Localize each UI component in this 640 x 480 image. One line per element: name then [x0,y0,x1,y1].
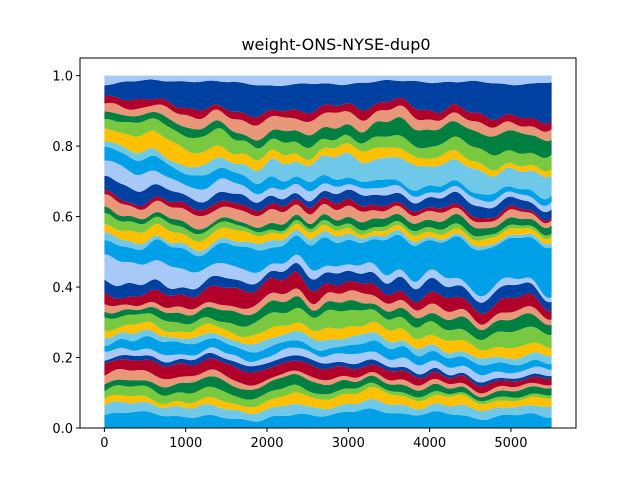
area-band [104,271,552,325]
x-tick-label: 2000 [250,436,283,451]
area-band [104,102,552,141]
x-tick-label: 5000 [494,436,527,451]
y-tick-label: 0.0 [52,422,73,437]
area-band [104,206,552,237]
x-tick-label: 4000 [413,436,446,451]
y-tick-label: 1.0 [52,70,73,85]
area-band [104,307,552,351]
y-tick-label: 0.6 [52,211,73,226]
area-band [104,128,552,178]
axes-frame [79,57,577,429]
area-band [104,111,552,158]
area-band [104,382,552,408]
x-axis: 0 1000 2000 3000 4000 5000 [100,428,527,451]
area-band [104,296,552,341]
area-band [104,141,552,200]
x-tick-label: 1000 [169,436,202,451]
area-band [104,373,552,402]
area-band [104,329,552,366]
area-band [104,352,552,387]
area-band [104,386,552,415]
chart-title: weight-ONS-NYSE-dup0 [241,35,430,54]
area-band [104,347,552,383]
area-band [104,118,552,172]
area-bands [104,75,552,428]
y-axis: 0.0 0.2 0.4 0.6 0.8 1.0 [52,70,80,437]
area-band [104,79,552,124]
area-band [104,223,552,252]
area-band [104,229,552,257]
area-band [104,254,552,303]
area-band [104,194,552,230]
area-band [104,321,552,360]
area-band [104,160,552,213]
area-band [104,75,552,86]
area-band [104,408,552,428]
area-band [104,368,552,398]
area-band [104,358,552,394]
area-band [104,190,552,224]
y-tick-label: 0.2 [52,352,73,367]
y-tick-label: 0.4 [52,281,73,296]
area-band [104,95,552,132]
area-band [104,234,552,298]
y-tick-label: 0.8 [52,140,73,155]
area-band [104,175,552,221]
area-band [104,398,552,422]
area-band [104,288,552,331]
x-tick-label: 3000 [332,436,365,451]
x-tick-label: 0 [100,436,108,451]
area-band [104,336,552,376]
area-band [104,213,552,242]
plot-area [79,57,577,429]
area-band [104,146,552,206]
area-band [104,262,552,314]
